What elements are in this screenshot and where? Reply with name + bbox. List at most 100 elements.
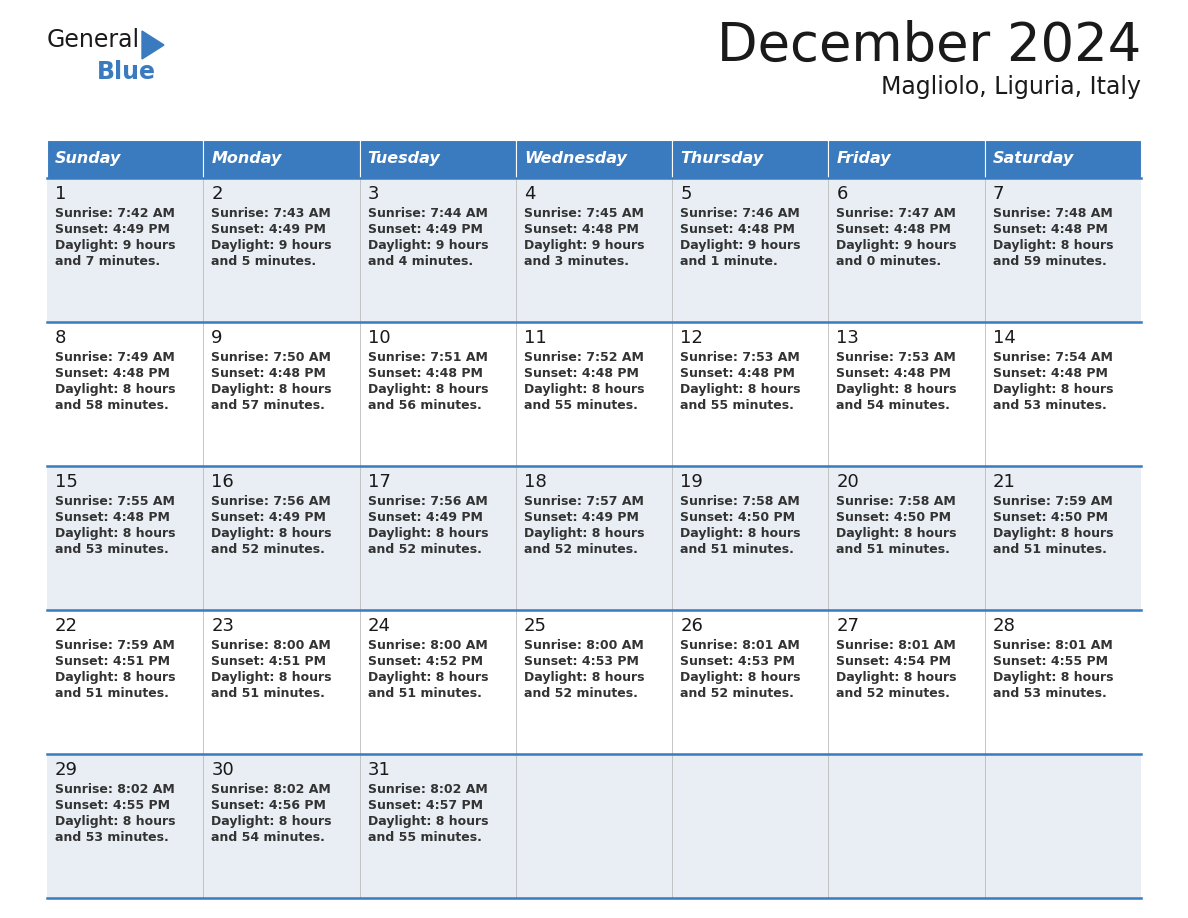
Text: Sunrise: 8:00 AM: Sunrise: 8:00 AM: [367, 639, 487, 652]
Text: and 55 minutes.: and 55 minutes.: [681, 399, 794, 412]
Text: Daylight: 8 hours: Daylight: 8 hours: [524, 383, 644, 396]
Text: Daylight: 8 hours: Daylight: 8 hours: [681, 383, 801, 396]
Bar: [516, 140, 672, 178]
Text: Sunset: 4:51 PM: Sunset: 4:51 PM: [211, 655, 327, 668]
Text: Blue: Blue: [97, 60, 156, 84]
Text: Sunset: 4:54 PM: Sunset: 4:54 PM: [836, 655, 952, 668]
Text: Sunrise: 7:57 AM: Sunrise: 7:57 AM: [524, 495, 644, 508]
Text: Sunset: 4:53 PM: Sunset: 4:53 PM: [524, 655, 639, 668]
Text: Tuesday: Tuesday: [367, 151, 441, 166]
Text: 29: 29: [55, 761, 78, 779]
Text: and 4 minutes.: and 4 minutes.: [367, 255, 473, 268]
Text: 21: 21: [993, 473, 1016, 491]
Text: Sunset: 4:55 PM: Sunset: 4:55 PM: [55, 799, 170, 812]
Text: Sunset: 4:49 PM: Sunset: 4:49 PM: [211, 511, 327, 524]
Text: Sunset: 4:48 PM: Sunset: 4:48 PM: [524, 367, 639, 380]
Text: and 51 minutes.: and 51 minutes.: [681, 543, 794, 556]
Text: Wednesday: Wednesday: [524, 151, 627, 166]
Text: Sunrise: 7:54 AM: Sunrise: 7:54 AM: [993, 351, 1113, 364]
Text: Daylight: 8 hours: Daylight: 8 hours: [993, 383, 1113, 396]
Text: Daylight: 8 hours: Daylight: 8 hours: [211, 383, 331, 396]
Text: Sunset: 4:55 PM: Sunset: 4:55 PM: [993, 655, 1107, 668]
Text: Daylight: 8 hours: Daylight: 8 hours: [211, 815, 331, 828]
Text: Sunset: 4:57 PM: Sunset: 4:57 PM: [367, 799, 482, 812]
Bar: [48, 178, 1140, 322]
Text: and 53 minutes.: and 53 minutes.: [993, 687, 1106, 700]
Text: Sunrise: 7:51 AM: Sunrise: 7:51 AM: [367, 351, 487, 364]
Text: Sunrise: 7:49 AM: Sunrise: 7:49 AM: [55, 351, 175, 364]
Bar: [48, 322, 1140, 466]
Text: 17: 17: [367, 473, 391, 491]
Text: Daylight: 8 hours: Daylight: 8 hours: [367, 527, 488, 540]
Text: Sunrise: 7:42 AM: Sunrise: 7:42 AM: [55, 207, 175, 220]
Text: Sunrise: 7:45 AM: Sunrise: 7:45 AM: [524, 207, 644, 220]
Text: 14: 14: [993, 329, 1016, 347]
Text: Sunset: 4:48 PM: Sunset: 4:48 PM: [681, 223, 795, 236]
Text: 5: 5: [681, 185, 691, 203]
Text: 6: 6: [836, 185, 848, 203]
Text: Sunrise: 7:55 AM: Sunrise: 7:55 AM: [55, 495, 175, 508]
Text: Daylight: 8 hours: Daylight: 8 hours: [55, 815, 176, 828]
Text: and 52 minutes.: and 52 minutes.: [524, 687, 638, 700]
Text: Sunrise: 8:00 AM: Sunrise: 8:00 AM: [524, 639, 644, 652]
Text: Daylight: 8 hours: Daylight: 8 hours: [211, 671, 331, 684]
Text: Sunset: 4:48 PM: Sunset: 4:48 PM: [836, 223, 952, 236]
Text: 23: 23: [211, 617, 234, 635]
Bar: [203, 140, 360, 178]
Text: and 0 minutes.: and 0 minutes.: [836, 255, 942, 268]
Text: Daylight: 8 hours: Daylight: 8 hours: [836, 527, 956, 540]
Text: Sunrise: 7:44 AM: Sunrise: 7:44 AM: [367, 207, 487, 220]
Text: Sunset: 4:53 PM: Sunset: 4:53 PM: [681, 655, 795, 668]
Text: Sunset: 4:49 PM: Sunset: 4:49 PM: [367, 223, 482, 236]
Text: Sunset: 4:48 PM: Sunset: 4:48 PM: [681, 367, 795, 380]
Text: Sunrise: 7:53 AM: Sunrise: 7:53 AM: [836, 351, 956, 364]
Text: Sunrise: 7:48 AM: Sunrise: 7:48 AM: [993, 207, 1112, 220]
Text: and 58 minutes.: and 58 minutes.: [55, 399, 169, 412]
Bar: [48, 140, 203, 178]
Text: Thursday: Thursday: [681, 151, 763, 166]
Bar: [828, 140, 985, 178]
Bar: [48, 754, 1140, 898]
Text: Magliolo, Liguria, Italy: Magliolo, Liguria, Italy: [881, 75, 1140, 99]
Text: 4: 4: [524, 185, 536, 203]
Text: Monday: Monday: [211, 151, 282, 166]
Text: 25: 25: [524, 617, 546, 635]
Text: 3: 3: [367, 185, 379, 203]
Text: Daylight: 9 hours: Daylight: 9 hours: [55, 239, 176, 252]
Text: Sunset: 4:49 PM: Sunset: 4:49 PM: [367, 511, 482, 524]
Text: Sunset: 4:48 PM: Sunset: 4:48 PM: [524, 223, 639, 236]
Text: Daylight: 8 hours: Daylight: 8 hours: [681, 671, 801, 684]
Text: and 1 minute.: and 1 minute.: [681, 255, 778, 268]
Text: Sunrise: 8:02 AM: Sunrise: 8:02 AM: [367, 783, 487, 796]
Text: 10: 10: [367, 329, 390, 347]
Text: Daylight: 9 hours: Daylight: 9 hours: [524, 239, 644, 252]
Text: Sunrise: 7:59 AM: Sunrise: 7:59 AM: [993, 495, 1112, 508]
Text: Daylight: 8 hours: Daylight: 8 hours: [524, 671, 644, 684]
Text: 20: 20: [836, 473, 859, 491]
Text: Sunrise: 8:01 AM: Sunrise: 8:01 AM: [836, 639, 956, 652]
Text: 30: 30: [211, 761, 234, 779]
Text: 1: 1: [55, 185, 67, 203]
Bar: [48, 466, 1140, 610]
Text: 18: 18: [524, 473, 546, 491]
Text: Daylight: 9 hours: Daylight: 9 hours: [681, 239, 801, 252]
Text: Sunset: 4:48 PM: Sunset: 4:48 PM: [993, 223, 1107, 236]
Text: Sunset: 4:50 PM: Sunset: 4:50 PM: [993, 511, 1107, 524]
Text: and 54 minutes.: and 54 minutes.: [211, 831, 326, 844]
Text: Sunset: 4:48 PM: Sunset: 4:48 PM: [55, 367, 170, 380]
Text: and 56 minutes.: and 56 minutes.: [367, 399, 481, 412]
Text: and 52 minutes.: and 52 minutes.: [211, 543, 326, 556]
Text: 12: 12: [681, 329, 703, 347]
Text: Daylight: 8 hours: Daylight: 8 hours: [55, 527, 176, 540]
Text: and 52 minutes.: and 52 minutes.: [681, 687, 794, 700]
Text: Sunrise: 7:50 AM: Sunrise: 7:50 AM: [211, 351, 331, 364]
Text: and 51 minutes.: and 51 minutes.: [211, 687, 326, 700]
Text: Daylight: 8 hours: Daylight: 8 hours: [55, 671, 176, 684]
Text: Sunset: 4:56 PM: Sunset: 4:56 PM: [211, 799, 327, 812]
Text: Daylight: 8 hours: Daylight: 8 hours: [993, 671, 1113, 684]
Text: Sunset: 4:48 PM: Sunset: 4:48 PM: [211, 367, 327, 380]
Text: Sunset: 4:52 PM: Sunset: 4:52 PM: [367, 655, 482, 668]
Text: and 55 minutes.: and 55 minutes.: [367, 831, 481, 844]
Text: 7: 7: [993, 185, 1004, 203]
Text: and 53 minutes.: and 53 minutes.: [993, 399, 1106, 412]
